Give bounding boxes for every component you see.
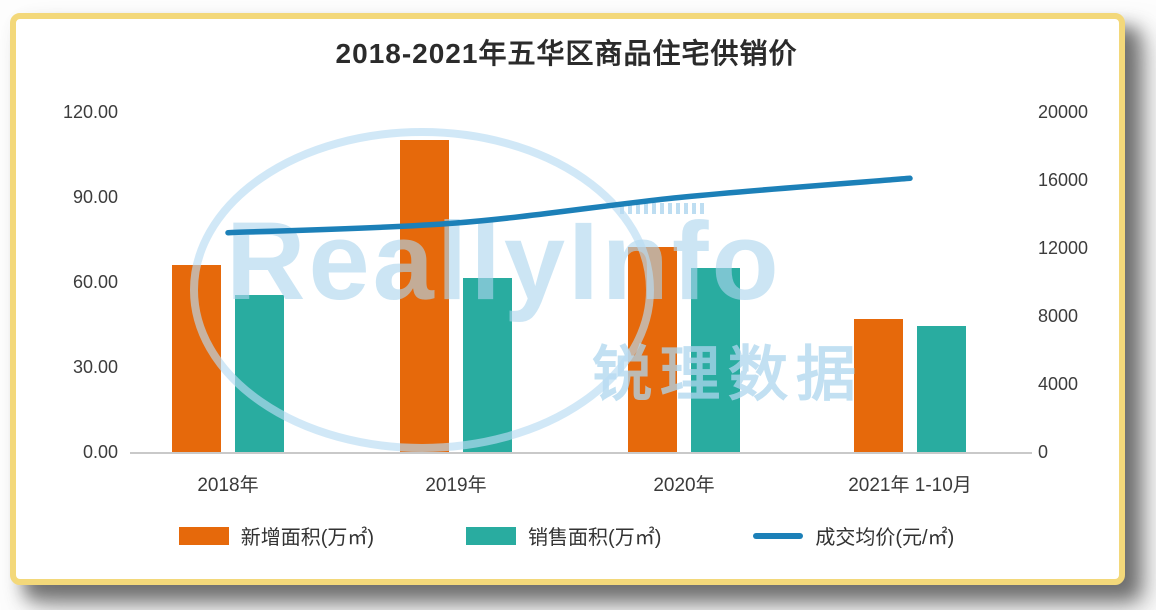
x-axis-line bbox=[130, 452, 1032, 454]
left-axis-tick: 90.00 bbox=[72, 187, 118, 207]
x-label-2021年 1-10月: 2021年 1-10月 bbox=[848, 475, 972, 496]
legend-swatch-bar-icon bbox=[466, 526, 517, 545]
right-axis-tick: 8000 bbox=[1038, 306, 1079, 326]
legend-item-销售面积(万㎡): 销售面积(万㎡) bbox=[466, 521, 661, 550]
right-axis-tick: 4000 bbox=[1038, 374, 1079, 394]
left-axis-tick: 0.00 bbox=[82, 442, 118, 462]
bar-sales-area-2019年 bbox=[463, 277, 512, 452]
left-axis-tick: 120.00 bbox=[62, 102, 118, 122]
legend: 新增面积(万㎡) 销售面积(万㎡) 成交均价(元/㎡) bbox=[10, 521, 1123, 550]
x-label-2019年: 2019年 bbox=[425, 475, 487, 496]
bar-new-area-2018年 bbox=[172, 265, 221, 452]
x-label-2018年: 2018年 bbox=[197, 475, 259, 496]
legend-swatch-bar-icon bbox=[178, 526, 229, 545]
right-axis-tick: 12000 bbox=[1038, 238, 1089, 258]
right-axis-tick: 16000 bbox=[1038, 170, 1089, 190]
left-axis-tick: 60.00 bbox=[72, 272, 118, 292]
right-axis-tick: 0 bbox=[1038, 442, 1049, 462]
x-label-2020年: 2020年 bbox=[653, 475, 715, 496]
bar-new-area-2019年 bbox=[400, 140, 449, 452]
legend-item-新增面积(万㎡): 新增面积(万㎡) bbox=[178, 521, 375, 550]
legend-item-成交均价(元/㎡): 成交均价(元/㎡) bbox=[753, 521, 954, 550]
bar-sales-area-2021年 1-10月 bbox=[917, 325, 966, 452]
right-axis-tick: 20000 bbox=[1038, 102, 1089, 122]
chart-title: 2018-2021年五华区商品住宅供销价 bbox=[335, 38, 798, 69]
legend-label: 销售面积(万㎡) bbox=[528, 527, 662, 549]
legend-label: 新增面积(万㎡) bbox=[240, 527, 375, 549]
bar-new-area-2020年 bbox=[628, 246, 677, 452]
legend-swatch-line-icon bbox=[753, 532, 804, 539]
left-axis-tick: 30.00 bbox=[72, 357, 118, 377]
bar-sales-area-2018年 bbox=[235, 294, 284, 452]
bar-new-area-2021年 1-10月 bbox=[854, 318, 903, 452]
legend-label: 成交均价(元/㎡) bbox=[815, 527, 955, 549]
bar-sales-area-2020年 bbox=[691, 267, 740, 452]
